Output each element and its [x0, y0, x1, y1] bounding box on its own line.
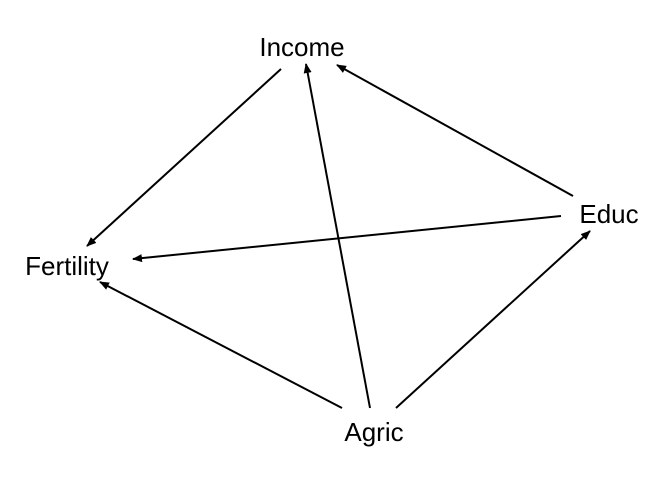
- node-fertility: Fertility: [25, 251, 109, 281]
- nodes: Income Educ Fertility Agric: [25, 32, 639, 447]
- node-income: Income: [259, 32, 344, 62]
- edge-agric-to-fertility: [99, 281, 343, 409]
- edge-agric-to-educ: [395, 230, 591, 409]
- edge-income-to-fertility: [86, 68, 282, 247]
- edge-educ-to-income: [336, 64, 574, 197]
- edges: [86, 63, 591, 409]
- edge-educ-to-fertility: [132, 215, 562, 263]
- edge-agric-to-income: [303, 63, 371, 409]
- node-educ: Educ: [579, 199, 638, 229]
- node-agric: Agric: [344, 417, 403, 447]
